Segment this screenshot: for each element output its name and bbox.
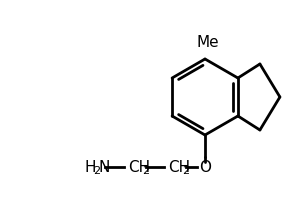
Text: 2: 2 — [142, 165, 149, 175]
Text: 2: 2 — [93, 165, 100, 175]
Text: O: O — [199, 160, 211, 175]
Text: 2: 2 — [182, 165, 189, 175]
Text: N: N — [99, 160, 110, 175]
Text: CH: CH — [128, 160, 150, 175]
Text: H: H — [85, 160, 96, 175]
Text: CH: CH — [168, 160, 190, 175]
Text: Me: Me — [197, 35, 219, 50]
